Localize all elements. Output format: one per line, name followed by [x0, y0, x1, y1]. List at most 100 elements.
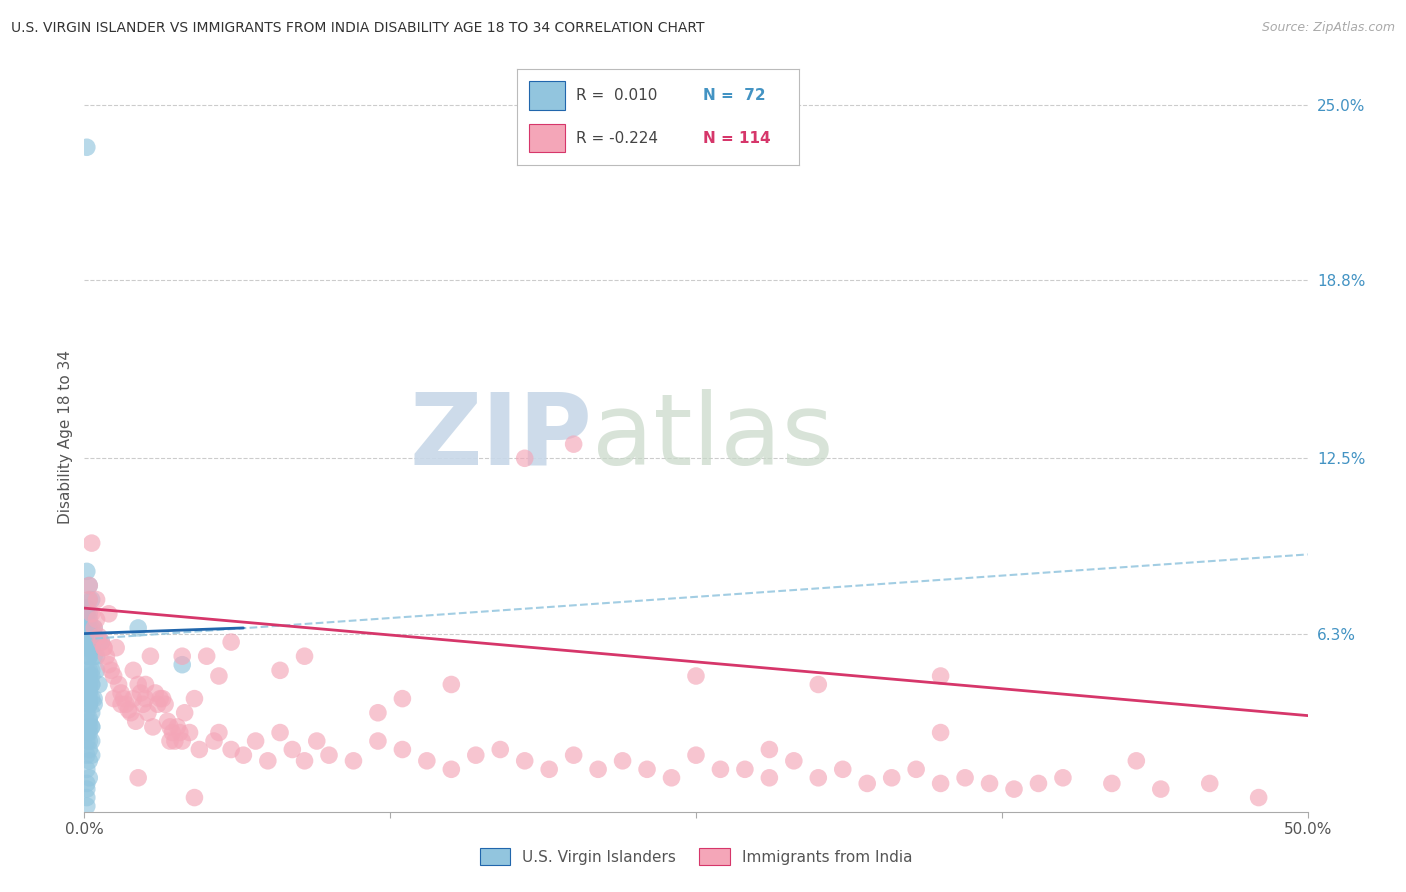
- Point: [86, 612, 108, 626]
- Point: [107, 677, 129, 691]
- Point: [97, 607, 120, 621]
- Point: [294, 649, 316, 664]
- Y-axis label: Disability Age 18 to 34: Disability Age 18 to 34: [58, 350, 73, 524]
- Point: [136, 706, 159, 720]
- Point: [83, 691, 105, 706]
- Point: [1198, 776, 1220, 790]
- Point: [80, 720, 103, 734]
- Point: [880, 771, 903, 785]
- Point: [281, 742, 304, 756]
- Point: [76, 664, 98, 678]
- Point: [77, 578, 100, 592]
- Point: [76, 612, 98, 626]
- Point: [83, 621, 105, 635]
- Point: [156, 714, 179, 729]
- Point: [77, 649, 100, 664]
- Point: [269, 725, 291, 739]
- Point: [77, 592, 100, 607]
- Point: [83, 621, 105, 635]
- Point: [77, 725, 100, 739]
- Point: [80, 748, 103, 763]
- Point: [80, 664, 103, 678]
- Point: [76, 607, 98, 621]
- Point: [76, 720, 98, 734]
- Point: [86, 664, 108, 678]
- Legend: U.S. Virgin Islanders, Immigrants from India: U.S. Virgin Islanders, Immigrants from I…: [474, 842, 918, 871]
- Point: [142, 720, 165, 734]
- Point: [76, 748, 98, 763]
- Point: [93, 640, 115, 655]
- Point: [1125, 754, 1147, 768]
- Point: [143, 686, 166, 700]
- Point: [76, 691, 98, 706]
- Point: [416, 754, 439, 768]
- Point: [179, 725, 201, 739]
- Point: [117, 703, 139, 717]
- Point: [76, 629, 98, 643]
- Point: [163, 734, 186, 748]
- Point: [77, 621, 100, 635]
- Point: [76, 799, 98, 814]
- Point: [135, 677, 157, 691]
- Point: [77, 771, 100, 785]
- Point: [83, 698, 105, 712]
- Point: [1150, 782, 1173, 797]
- Point: [807, 677, 830, 691]
- Point: [80, 592, 103, 607]
- Point: [661, 771, 683, 785]
- Point: [269, 664, 291, 678]
- Point: [153, 698, 176, 712]
- Point: [831, 762, 853, 776]
- Point: [77, 711, 100, 725]
- Point: [159, 720, 181, 734]
- Point: [76, 621, 98, 635]
- Bar: [529, 81, 565, 110]
- Point: [188, 742, 211, 756]
- Point: [110, 686, 132, 700]
- Point: [929, 669, 952, 683]
- Point: [76, 607, 98, 621]
- Point: [90, 635, 112, 649]
- Point: [612, 754, 634, 768]
- Point: [77, 742, 100, 756]
- Point: [86, 592, 108, 607]
- Point: [166, 720, 188, 734]
- Text: ZIP: ZIP: [409, 389, 592, 485]
- Point: [112, 691, 135, 706]
- Point: [202, 734, 225, 748]
- Point: [80, 621, 103, 635]
- Point: [120, 706, 142, 720]
- Point: [77, 635, 100, 649]
- Point: [538, 762, 561, 776]
- Point: [87, 677, 110, 691]
- Point: [103, 669, 125, 683]
- Point: [76, 635, 98, 649]
- Point: [734, 762, 756, 776]
- Point: [685, 669, 707, 683]
- Point: [105, 640, 128, 655]
- Point: [562, 748, 585, 763]
- Point: [367, 706, 389, 720]
- Point: [905, 762, 928, 776]
- Point: [87, 629, 110, 643]
- Point: [513, 451, 536, 466]
- Text: R = -0.224: R = -0.224: [576, 130, 658, 145]
- Point: [979, 776, 1001, 790]
- Point: [77, 720, 100, 734]
- Point: [77, 714, 100, 729]
- Point: [219, 742, 242, 756]
- Point: [318, 748, 340, 763]
- Point: [76, 776, 98, 790]
- Point: [464, 748, 486, 763]
- Point: [129, 686, 152, 700]
- Point: [103, 691, 125, 706]
- Point: [562, 437, 585, 451]
- Point: [122, 664, 145, 678]
- Point: [245, 734, 267, 748]
- Point: [1101, 776, 1123, 790]
- Point: [77, 677, 100, 691]
- Point: [232, 748, 254, 763]
- Point: [96, 649, 118, 664]
- Point: [80, 629, 103, 643]
- Point: [76, 725, 98, 739]
